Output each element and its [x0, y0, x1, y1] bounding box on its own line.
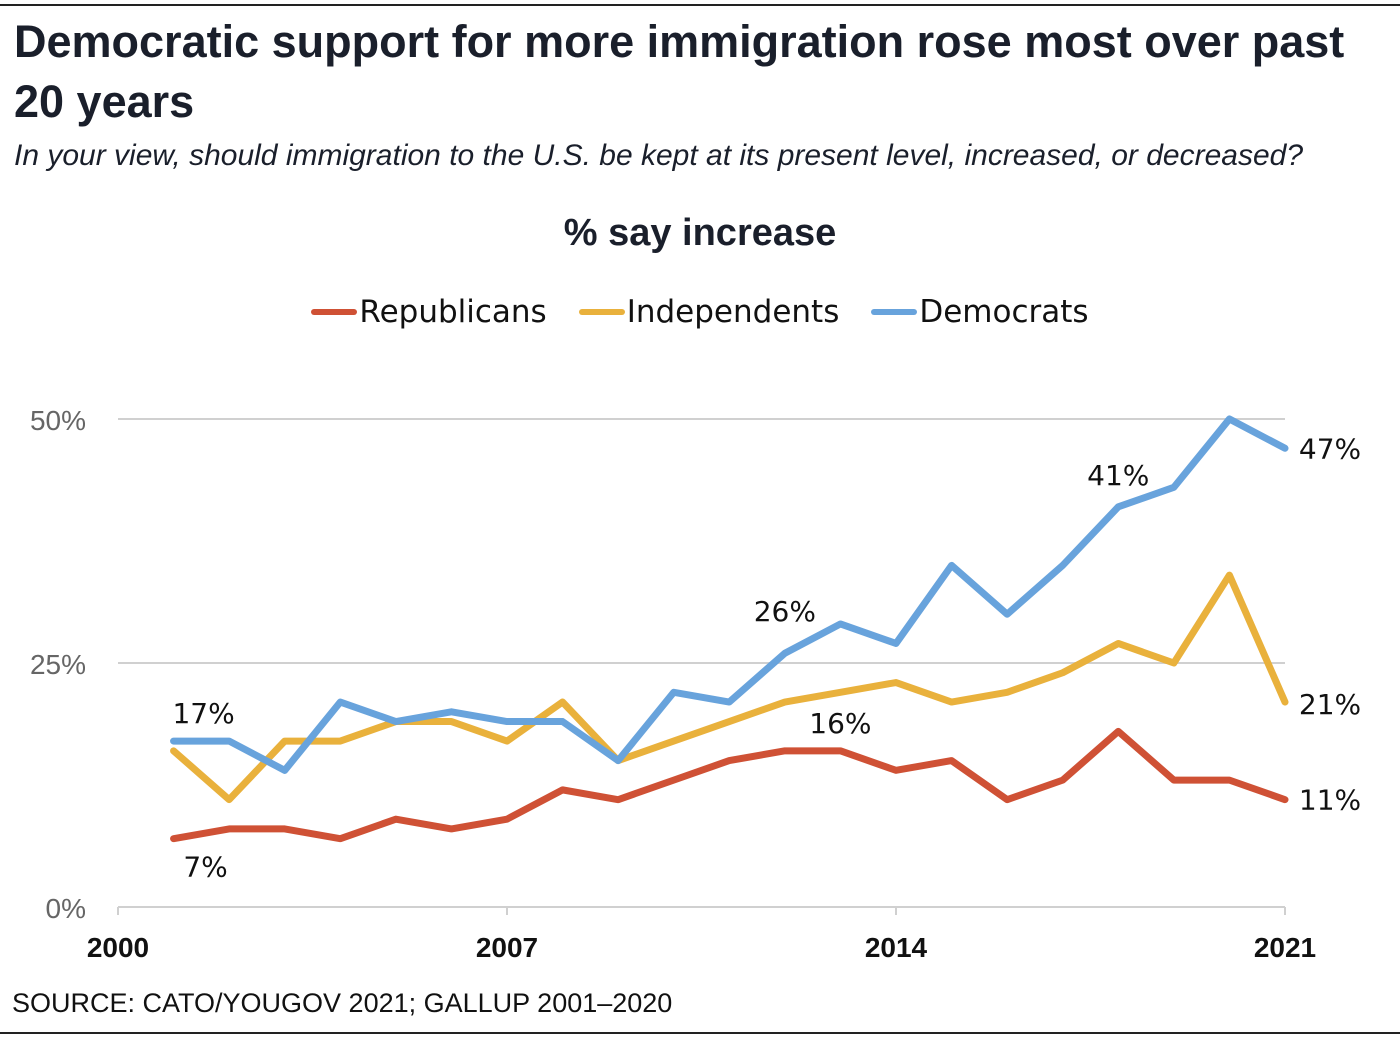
series-line-republicans	[170, 727, 1289, 843]
legend-swatch	[311, 309, 358, 315]
data-label: 7%	[183, 851, 227, 884]
data-label: 21%	[1299, 688, 1361, 721]
legend-label: Independents	[626, 294, 840, 330]
data-label: 26%	[754, 595, 816, 628]
chart-title: % say increase	[563, 212, 837, 254]
legend-item-republicans: Republicans	[311, 294, 547, 330]
data-label: 47%	[1299, 432, 1361, 465]
series-line-independents	[170, 571, 1289, 804]
legend-swatch	[871, 309, 918, 315]
y-tick-label: 0%	[46, 893, 86, 924]
x-tick-label: 2021	[1254, 932, 1316, 963]
x-tick-label: 2000	[87, 932, 149, 963]
legend: Republicans Independents Democrats	[0, 294, 1400, 330]
y-tick-label: 50%	[30, 405, 86, 436]
bottom-rule	[0, 1032, 1400, 1034]
x-tick-label: 2007	[476, 932, 538, 963]
legend-label: Republicans	[359, 294, 547, 330]
source-note: SOURCE: CATO/YOUGOV 2021; GALLUP 2001–20…	[12, 988, 673, 1018]
legend-swatch	[578, 309, 625, 315]
legend-label: Democrats	[919, 294, 1089, 330]
chart-subtitle: In your view, should immigration to the …	[14, 139, 1304, 172]
legend-item-democrats: Democrats	[871, 294, 1089, 330]
data-label: 41%	[1087, 459, 1149, 492]
chart-heading: Democratic support for more immigration …	[14, 16, 1345, 127]
series-line-democrats	[170, 415, 1289, 774]
data-label: 16%	[809, 707, 871, 740]
legend-item-independents: Independents	[578, 294, 840, 330]
x-tick-label: 2014	[865, 932, 928, 963]
data-label: 17%	[172, 697, 234, 730]
y-tick-label: 25%	[30, 649, 86, 680]
data-label: 11%	[1299, 784, 1361, 817]
top-rule	[0, 4, 1400, 6]
